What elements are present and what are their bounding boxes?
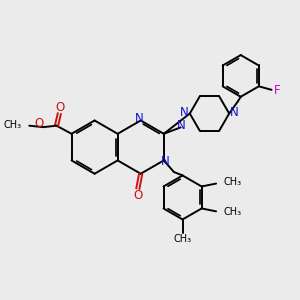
Text: O: O [55, 101, 64, 114]
Text: CH₃: CH₃ [223, 177, 242, 188]
Text: O: O [133, 189, 142, 202]
Text: CH₃: CH₃ [3, 120, 21, 130]
Text: N: N [230, 106, 239, 119]
Text: N: N [177, 118, 185, 132]
Text: N: N [160, 155, 169, 168]
Text: F: F [273, 84, 280, 97]
Text: O: O [35, 118, 44, 130]
Text: N: N [180, 106, 189, 119]
Text: N: N [135, 112, 144, 125]
Text: CH₃: CH₃ [173, 234, 192, 244]
Text: CH₃: CH₃ [223, 207, 242, 217]
